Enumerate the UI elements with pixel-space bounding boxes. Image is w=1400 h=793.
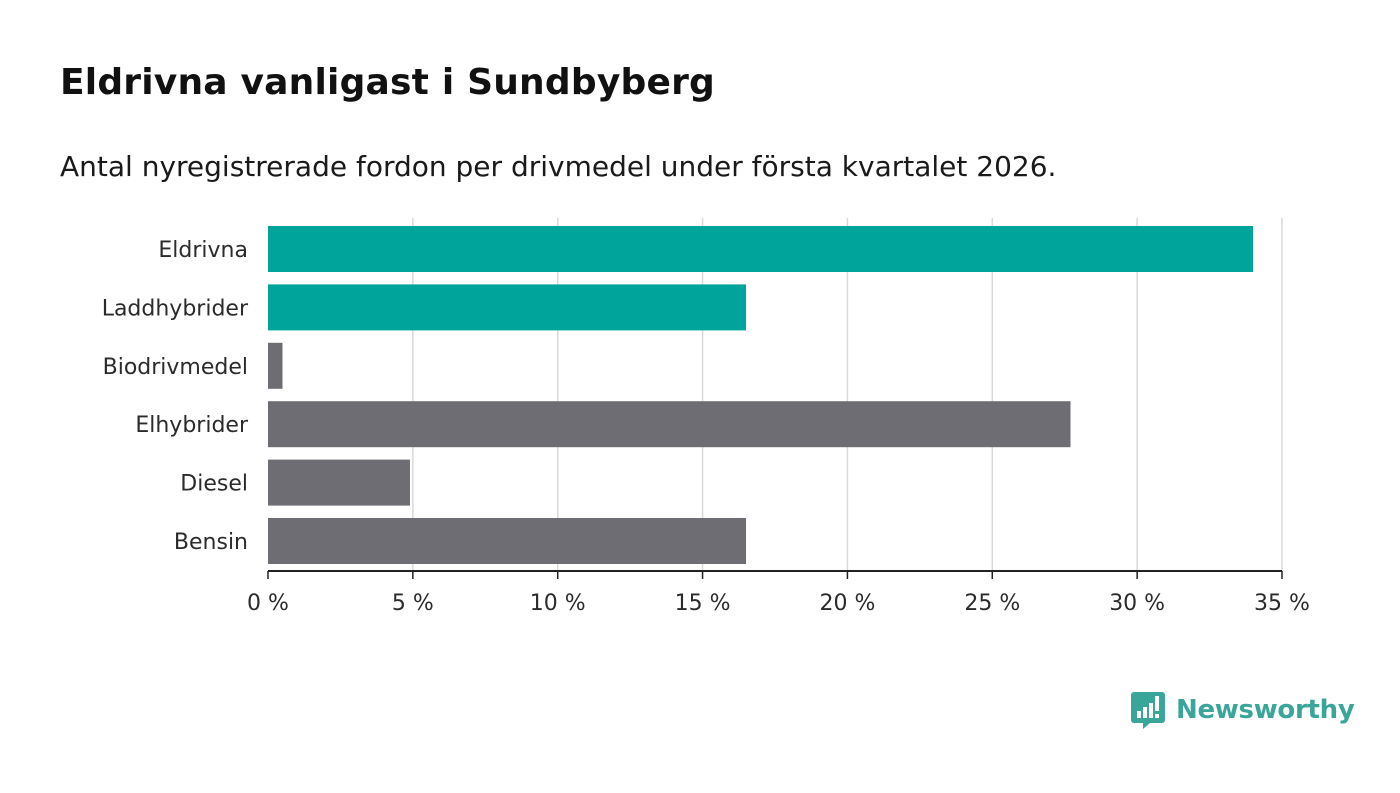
x-tick-label: 20 % [819, 591, 875, 616]
bar [268, 284, 747, 331]
category-label: Bensin [174, 530, 248, 555]
category-label: Eldrivna [158, 238, 248, 263]
newsworthy-chart-icon [1131, 692, 1165, 729]
category-label: Laddhybrider [102, 296, 249, 321]
bar [268, 518, 747, 564]
newsworthy-logo: Newsworthy [1130, 690, 1355, 730]
category-label: Biodrivmedel [103, 355, 248, 380]
x-tick-label: 35 % [1254, 591, 1310, 616]
category-label: Elhybrider [135, 413, 249, 438]
bar [268, 226, 1254, 272]
x-tick-label: 15 % [675, 591, 731, 616]
x-tick-label: 30 % [1109, 591, 1165, 616]
x-tick-label: 0 % [247, 591, 289, 616]
x-tick-label: 5 % [392, 591, 434, 616]
bar [268, 459, 410, 506]
category-label: Diesel [180, 472, 248, 497]
chart-title: Eldrivna vanligast i Sundbyberg [60, 62, 715, 103]
logo-text: Newsworthy [1176, 695, 1355, 725]
bar [268, 342, 283, 389]
chart-subtitle: Antal nyregistrerade fordon per drivmede… [60, 150, 1057, 183]
x-tick-label: 10 % [530, 591, 586, 616]
x-tick-label: 25 % [964, 591, 1020, 616]
bar [268, 401, 1071, 448]
